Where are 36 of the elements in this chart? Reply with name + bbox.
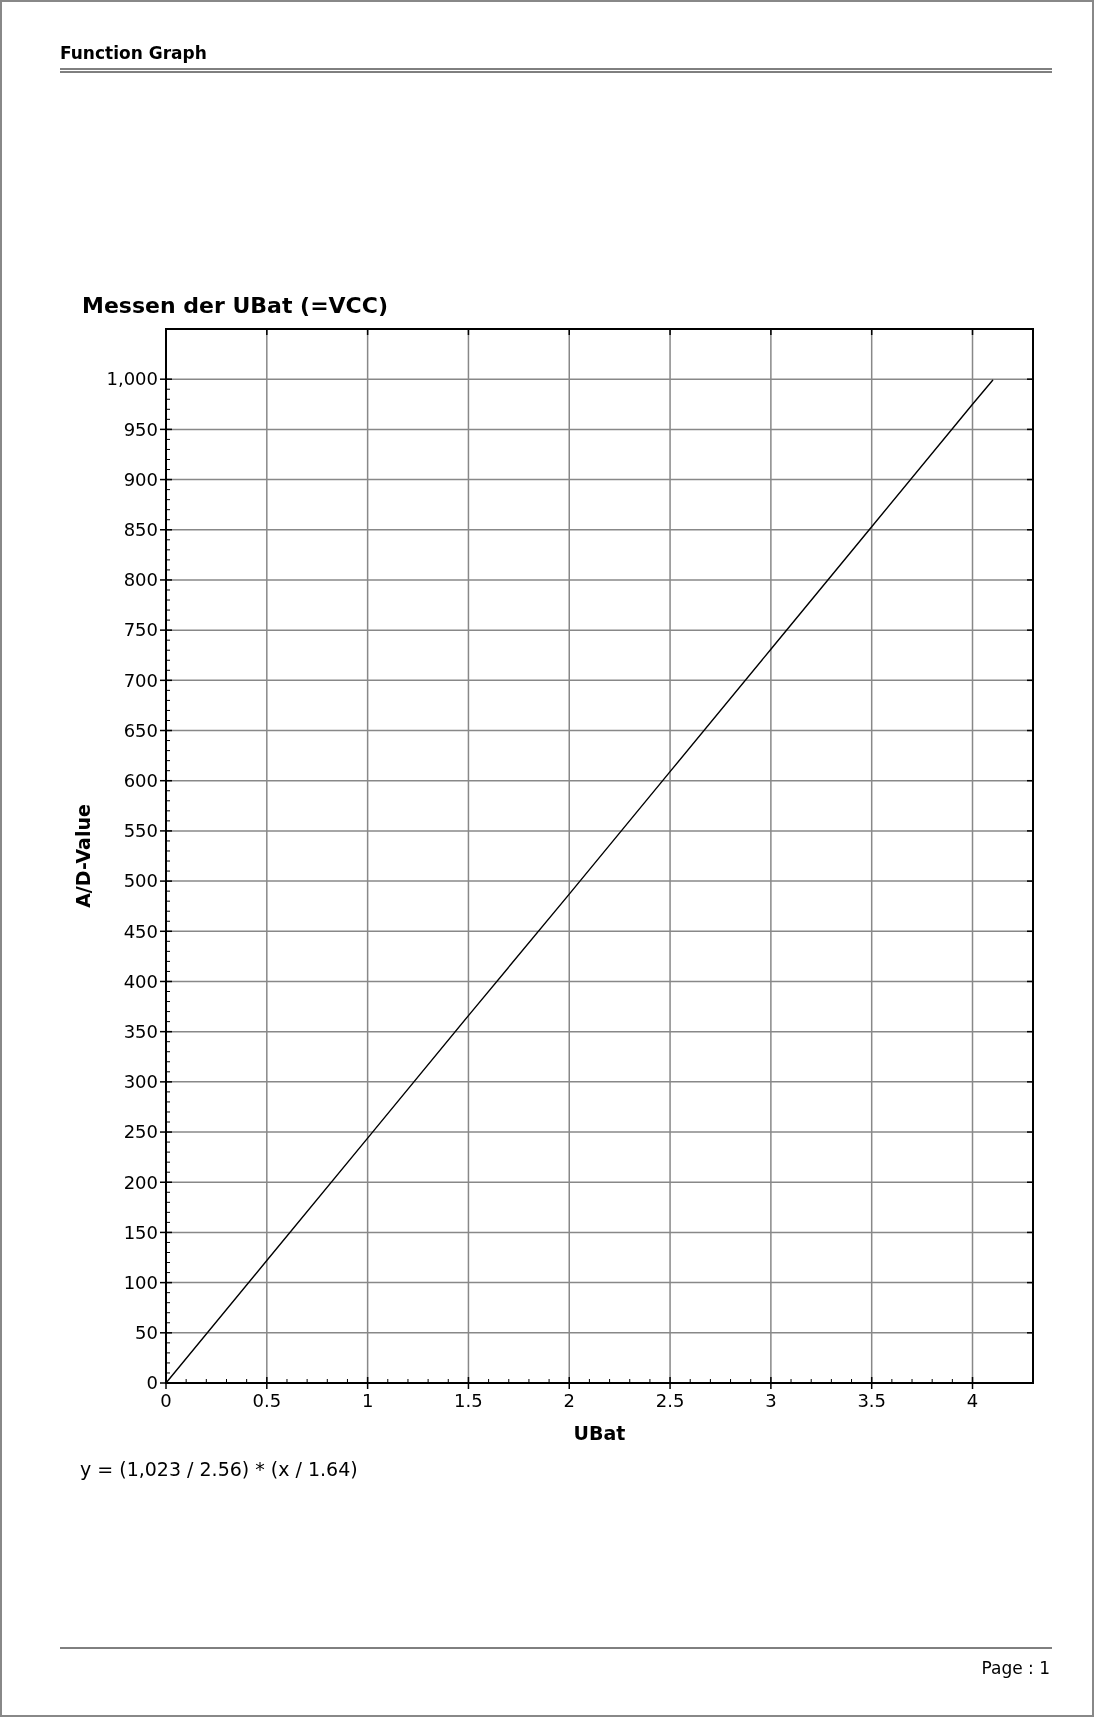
x-axis-title: UBat [573,1422,626,1444]
chart-title: Messen der UBat (=VCC) [82,293,388,318]
y-tick-label: 950 [123,418,158,440]
text: Function Graph [60,43,207,63]
x-tick-label: 4 [966,1390,979,1411]
text: y = (1,023 / 2.56) * (x / 1.64) [80,1458,358,1480]
y-tick-label: 100 [123,1271,158,1293]
y-tick-label: 450 [123,920,158,942]
text: Page : 1 [981,1658,1050,1678]
x-tick-label: 1.5 [454,1390,483,1411]
x-tick-label: 1 [361,1390,374,1411]
y-tick-label: 50 [135,1322,158,1344]
x-tick-label: 3.5 [857,1390,887,1411]
y-tick-label: 850 [123,519,158,541]
y-tick-label: 250 [123,1121,158,1143]
y-tick-label: 650 [123,719,158,741]
y-tick-label: 550 [123,820,158,842]
y-tick-label: 700 [123,669,158,691]
y-tick-label: 1,000 [106,368,158,390]
y-tick-label: 600 [123,770,158,792]
x-tick-label: 0 [160,1390,172,1411]
y-axis-title: A/D-Value [72,804,94,908]
y-tick-label: 200 [123,1171,158,1193]
y-tick-label: 150 [123,1221,158,1243]
y-tick-label: 800 [123,569,158,591]
x-tick-label: 3 [765,1390,777,1411]
x-tick-label: 2.5 [655,1390,685,1411]
y-tick-label: 300 [123,1071,158,1093]
y-tick-label: 400 [123,970,158,992]
y-tick-label: 750 [123,619,158,641]
y-tick-label: 900 [123,468,158,490]
y-tick-label: 350 [123,1020,158,1042]
y-tick-label: 500 [123,870,158,892]
x-tick-label: 0.5 [252,1390,282,1411]
y-tick-label: 0 [146,1372,158,1394]
x-tick-label: 2 [563,1390,575,1411]
